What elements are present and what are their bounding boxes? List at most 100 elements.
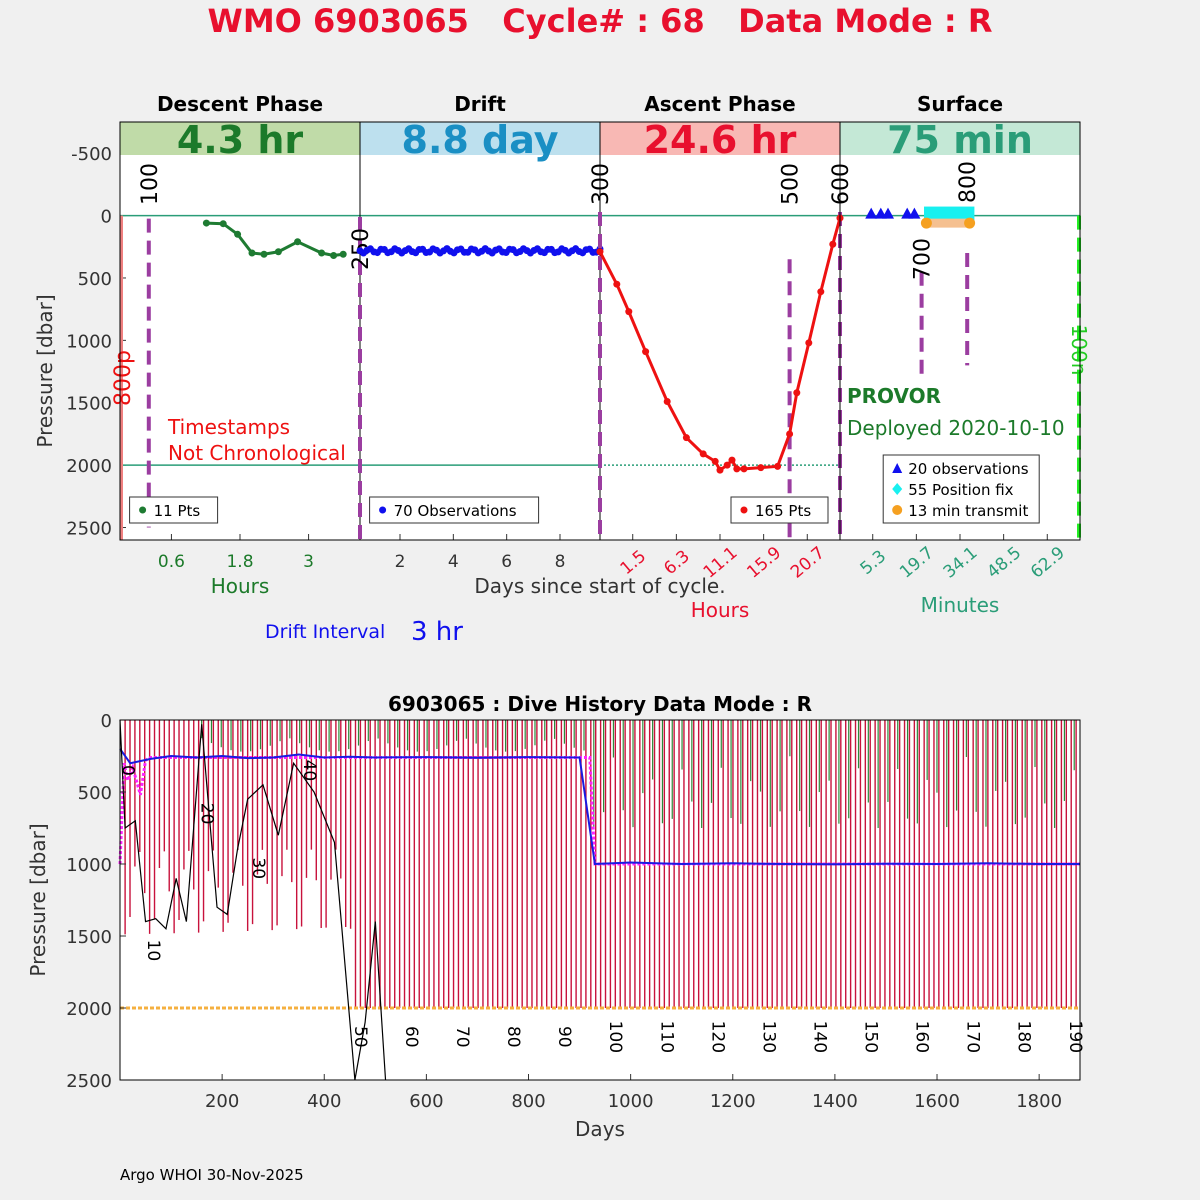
x-tick-label: 1400 — [812, 1091, 858, 1112]
series-point — [248, 249, 256, 257]
x-tick-label: 20.7 — [787, 543, 829, 583]
series-point — [596, 248, 604, 256]
phase-title: Drift — [454, 92, 506, 116]
y-tick-label: 1000 — [66, 855, 112, 876]
series-point — [318, 249, 326, 257]
x-axis-label: Hours — [691, 598, 750, 622]
phase-banner — [120, 122, 360, 155]
x-tick-label: 0.6 — [158, 552, 185, 572]
surface-observation — [908, 207, 921, 219]
legend-swatch — [740, 506, 748, 514]
series-point — [805, 339, 813, 347]
event-marker-label: 500 — [779, 163, 804, 205]
series-point — [786, 430, 794, 438]
x-tick-label: 1200 — [710, 1091, 756, 1112]
series-point — [723, 461, 731, 469]
cycle-label: 10 — [143, 940, 163, 962]
y-tick-label: 0 — [101, 711, 112, 732]
event-marker-label: 600 — [829, 163, 854, 205]
top-plot-frame — [119, 121, 1081, 541]
legend-box — [882, 454, 1040, 524]
phase-title: Ascent Phase — [644, 92, 795, 116]
side-label: 800p — [111, 350, 136, 406]
x-tick-label: 2 — [395, 552, 406, 572]
annotation-text: Not Chronological — [168, 441, 346, 465]
series-point — [711, 457, 719, 465]
series-point — [728, 456, 736, 464]
y-tick-label: 2000 — [66, 456, 112, 477]
drift-interval-label: Drift Interval — [265, 621, 385, 643]
x-tick-label: 4 — [448, 552, 459, 572]
series-point — [663, 397, 671, 405]
series-point — [774, 462, 782, 470]
x-tick-label: 1.8 — [226, 552, 253, 572]
cycle-label: 90 — [554, 1026, 574, 1048]
phase-duration: 24.6 hr — [644, 118, 797, 162]
series-point — [202, 219, 210, 227]
cycle-label: 180 — [1014, 1021, 1034, 1053]
legend-label: 20 observations — [908, 460, 1029, 478]
cycle-label: 140 — [809, 1021, 829, 1053]
y-tick-label: 500 — [78, 269, 112, 290]
deployment-date: Deployed 2020-10-10 — [847, 416, 1065, 440]
x-tick-label: 15.9 — [743, 543, 785, 583]
phase-banner — [840, 122, 1080, 155]
legend-swatch — [892, 483, 903, 495]
series-point — [234, 230, 242, 238]
series-point — [613, 280, 621, 288]
footer-credit: Argo WHOI 30-Nov-2025 — [120, 1166, 304, 1184]
y-axis-label: Pressure [dbar] — [33, 294, 57, 447]
phase-title: Descent Phase — [157, 92, 323, 116]
y-tick-label: 0 — [101, 207, 112, 228]
x-tick-label: 48.5 — [983, 543, 1025, 583]
series-point — [339, 250, 347, 258]
cycle-label: 40 — [299, 760, 319, 782]
y-tick-label: 1500 — [66, 927, 112, 948]
series-point — [817, 288, 825, 296]
history-series-line — [119, 719, 387, 1081]
position-fix-band — [924, 206, 975, 221]
legend-swatch — [892, 505, 903, 515]
legend-label: 165 Pts — [755, 502, 811, 520]
figure-title: WMO 6903065 Cycle# : 68 Data Mode : R — [207, 2, 993, 40]
cycle-label: 110 — [656, 1021, 676, 1053]
cycle-label: 100 — [605, 1021, 625, 1053]
legend-swatch — [139, 506, 147, 514]
cycle-label: 50 — [350, 1026, 370, 1048]
history-title: 6903065 : Dive History Data Mode : R — [388, 692, 812, 716]
event-marker-label: 800 — [956, 161, 981, 203]
y-tick-label: 1500 — [66, 394, 112, 415]
series-point — [274, 248, 282, 256]
y-tick-label: 2500 — [66, 1071, 112, 1092]
event-marker-label: 700 — [911, 238, 936, 280]
cycle-label: 170 — [963, 1021, 983, 1053]
cycle-label: 30 — [248, 857, 268, 879]
y-tick-label: 2500 — [66, 519, 112, 540]
x-tick-label: 6 — [501, 552, 512, 572]
cycle-label: 120 — [707, 1021, 727, 1053]
cycle-label: 190 — [1065, 1021, 1085, 1053]
history-plot-frame — [119, 719, 1081, 1081]
dive-history-chart: 0 10 20 30 40 50 60 70 80 90 100 110 120 130 140 150 160… — [26, 692, 1085, 1141]
series-point — [699, 450, 707, 458]
legend-label: 11 Pts — [154, 502, 201, 520]
cycle-label: 130 — [758, 1021, 778, 1053]
series-point — [757, 464, 765, 472]
series-point — [260, 250, 268, 258]
x-tick-label: 34.1 — [940, 543, 982, 583]
x-tick-label: 62.9 — [1027, 543, 1069, 583]
cycle-label: 160 — [912, 1021, 932, 1053]
legend-label: 13 min transmit — [908, 502, 1028, 520]
x-tick-label: 400 — [307, 1091, 341, 1112]
transmit-end — [964, 217, 976, 229]
legend-swatch — [892, 463, 903, 473]
phase-duration: 8.8 day — [402, 118, 559, 162]
x-tick-label: 8 — [555, 552, 566, 572]
legend-label: 70 Observations — [394, 502, 517, 520]
phase-duration: 75 min — [887, 118, 1033, 162]
series-point — [740, 465, 748, 473]
descent-edge-bar — [120, 215, 123, 540]
x-axis-label: Days since start of cycle. — [474, 574, 725, 598]
cycle-label: 70 — [452, 1026, 472, 1048]
